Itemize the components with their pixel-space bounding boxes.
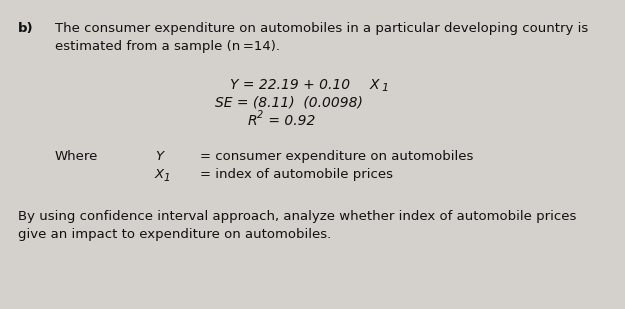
Text: Where: Where <box>55 150 98 163</box>
Text: = 0.92: = 0.92 <box>264 114 316 128</box>
Text: R: R <box>248 114 258 128</box>
Text: = consumer expenditure on automobiles: = consumer expenditure on automobiles <box>200 150 473 163</box>
Text: 1: 1 <box>381 83 388 93</box>
Text: 1: 1 <box>164 173 171 183</box>
Text: X: X <box>370 78 379 92</box>
Text: give an impact to expenditure on automobiles.: give an impact to expenditure on automob… <box>18 228 331 241</box>
Text: The consumer expenditure on automobiles in a particular developing country is: The consumer expenditure on automobiles … <box>55 22 588 35</box>
Text: 2: 2 <box>257 110 263 120</box>
Text: Y: Y <box>155 150 163 163</box>
Text: By using confidence interval approach, analyze whether index of automobile price: By using confidence interval approach, a… <box>18 210 576 223</box>
Text: X: X <box>155 168 164 181</box>
Text: = index of automobile prices: = index of automobile prices <box>200 168 393 181</box>
Text: Y = 22.19 + 0.10: Y = 22.19 + 0.10 <box>230 78 350 92</box>
Text: b): b) <box>18 22 34 35</box>
Text: SE = (8.11)  (0.0098): SE = (8.11) (0.0098) <box>215 96 363 110</box>
Text: estimated from a sample (n =14).: estimated from a sample (n =14). <box>55 40 280 53</box>
